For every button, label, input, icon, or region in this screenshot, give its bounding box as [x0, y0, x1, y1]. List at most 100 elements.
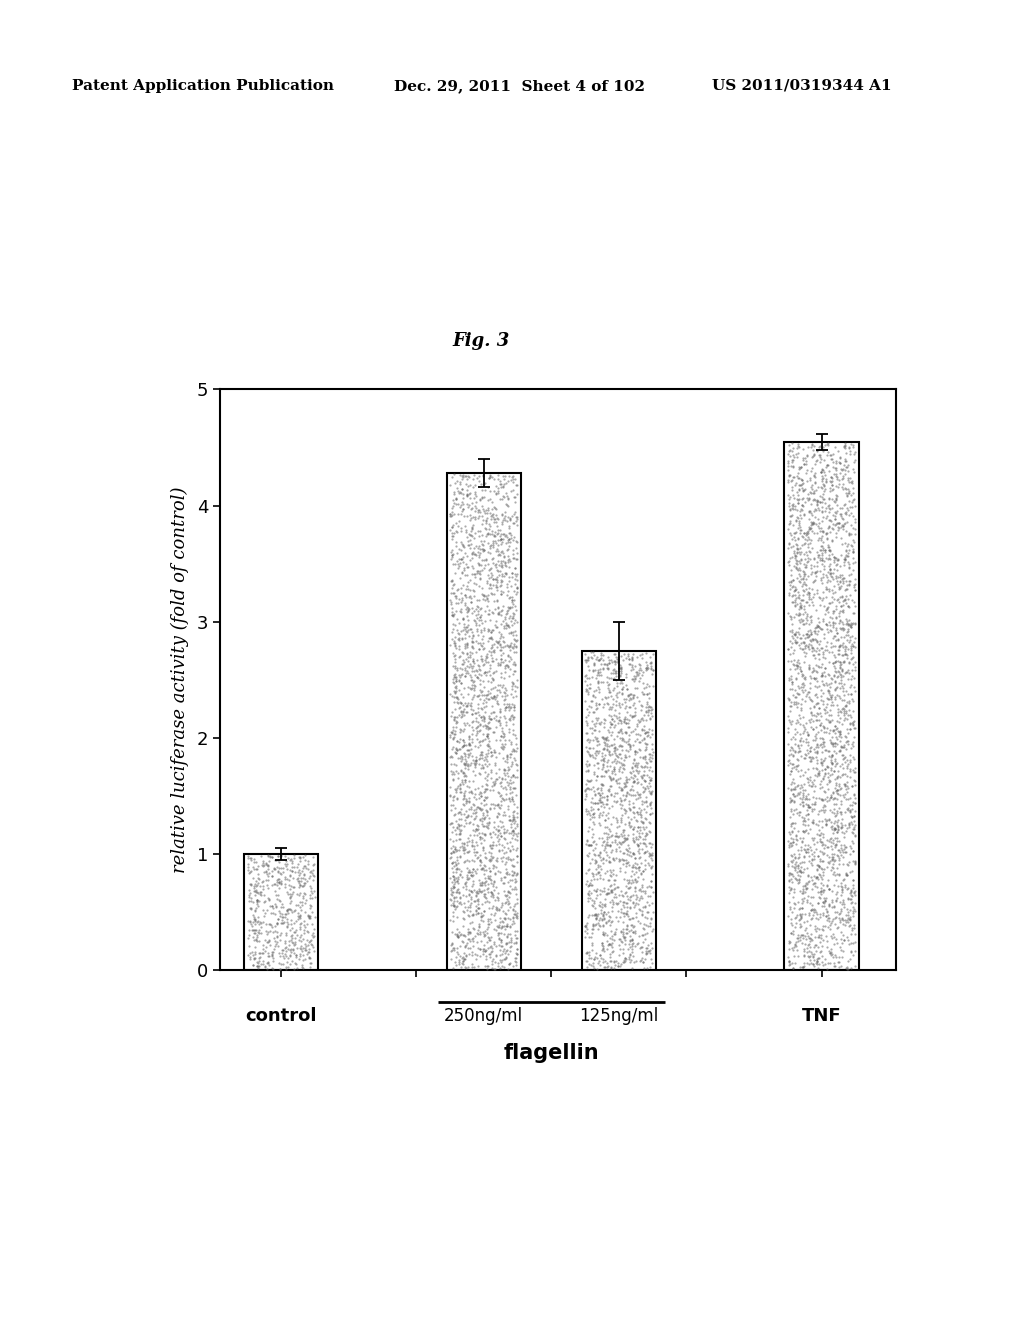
Point — [453, 804, 469, 825]
Point — [827, 883, 844, 904]
Point — [838, 702, 854, 723]
Point — [499, 612, 515, 634]
Point — [812, 727, 828, 748]
Point — [483, 953, 500, 974]
Point — [445, 618, 462, 639]
Point — [825, 665, 842, 686]
Point — [794, 473, 810, 494]
Point — [603, 935, 620, 956]
Point — [443, 622, 460, 643]
Point — [460, 598, 476, 619]
Point — [805, 946, 821, 968]
Point — [829, 783, 846, 804]
Point — [591, 693, 607, 714]
Point — [483, 846, 500, 867]
Point — [607, 651, 624, 672]
Point — [817, 541, 834, 562]
Point — [584, 647, 600, 668]
Point — [478, 748, 495, 770]
Point — [783, 758, 800, 779]
Point — [632, 832, 648, 853]
Point — [796, 706, 812, 727]
Point — [466, 824, 482, 845]
Point — [792, 684, 808, 705]
Point — [479, 503, 496, 524]
Point — [296, 873, 312, 894]
Point — [465, 651, 481, 672]
Point — [802, 892, 818, 913]
Point — [793, 727, 809, 748]
Point — [241, 935, 257, 956]
Point — [824, 927, 841, 948]
Point — [621, 648, 637, 669]
Point — [845, 635, 861, 656]
Point — [786, 545, 803, 566]
Point — [303, 953, 319, 974]
Point — [271, 862, 288, 883]
Point — [456, 609, 472, 630]
Point — [499, 744, 515, 766]
Point — [807, 792, 823, 813]
Point — [834, 672, 850, 693]
Point — [828, 780, 845, 801]
Point — [786, 894, 803, 915]
Point — [818, 469, 835, 490]
Point — [822, 511, 839, 532]
Point — [802, 931, 818, 952]
Point — [583, 796, 599, 817]
Point — [841, 554, 857, 576]
Point — [822, 562, 839, 583]
Point — [458, 553, 474, 574]
Point — [293, 931, 309, 952]
Point — [799, 739, 815, 760]
Point — [600, 735, 616, 756]
Point — [473, 833, 489, 854]
Point — [600, 834, 616, 855]
Point — [507, 777, 523, 799]
Point — [494, 916, 510, 937]
Point — [605, 879, 622, 900]
Point — [586, 702, 602, 723]
Point — [815, 623, 831, 644]
Point — [796, 614, 812, 635]
Point — [833, 900, 849, 921]
Point — [783, 471, 800, 492]
Point — [449, 891, 465, 912]
Point — [632, 950, 648, 972]
Point — [811, 857, 827, 878]
Point — [799, 454, 815, 475]
Point — [783, 506, 800, 527]
Point — [814, 731, 830, 752]
Point — [596, 840, 612, 861]
Point — [786, 723, 803, 744]
Point — [490, 833, 507, 854]
Point — [839, 865, 855, 886]
Point — [613, 693, 630, 714]
Point — [615, 906, 632, 927]
Point — [810, 887, 826, 908]
Point — [784, 484, 801, 506]
Point — [783, 760, 800, 781]
Point — [787, 907, 804, 928]
Point — [474, 487, 490, 508]
Point — [818, 471, 835, 492]
Point — [444, 841, 461, 862]
Point — [836, 627, 852, 648]
Point — [629, 677, 645, 698]
Point — [598, 734, 614, 755]
Point — [809, 671, 825, 692]
Point — [474, 858, 490, 879]
Point — [819, 527, 836, 548]
Point — [636, 684, 652, 705]
Point — [613, 931, 630, 952]
Point — [589, 779, 605, 800]
Point — [626, 771, 642, 792]
Point — [470, 702, 486, 723]
Point — [454, 503, 470, 524]
Point — [456, 949, 472, 970]
Point — [276, 854, 293, 875]
Point — [792, 595, 808, 616]
Point — [479, 620, 496, 642]
Point — [846, 591, 862, 612]
Point — [467, 543, 483, 564]
